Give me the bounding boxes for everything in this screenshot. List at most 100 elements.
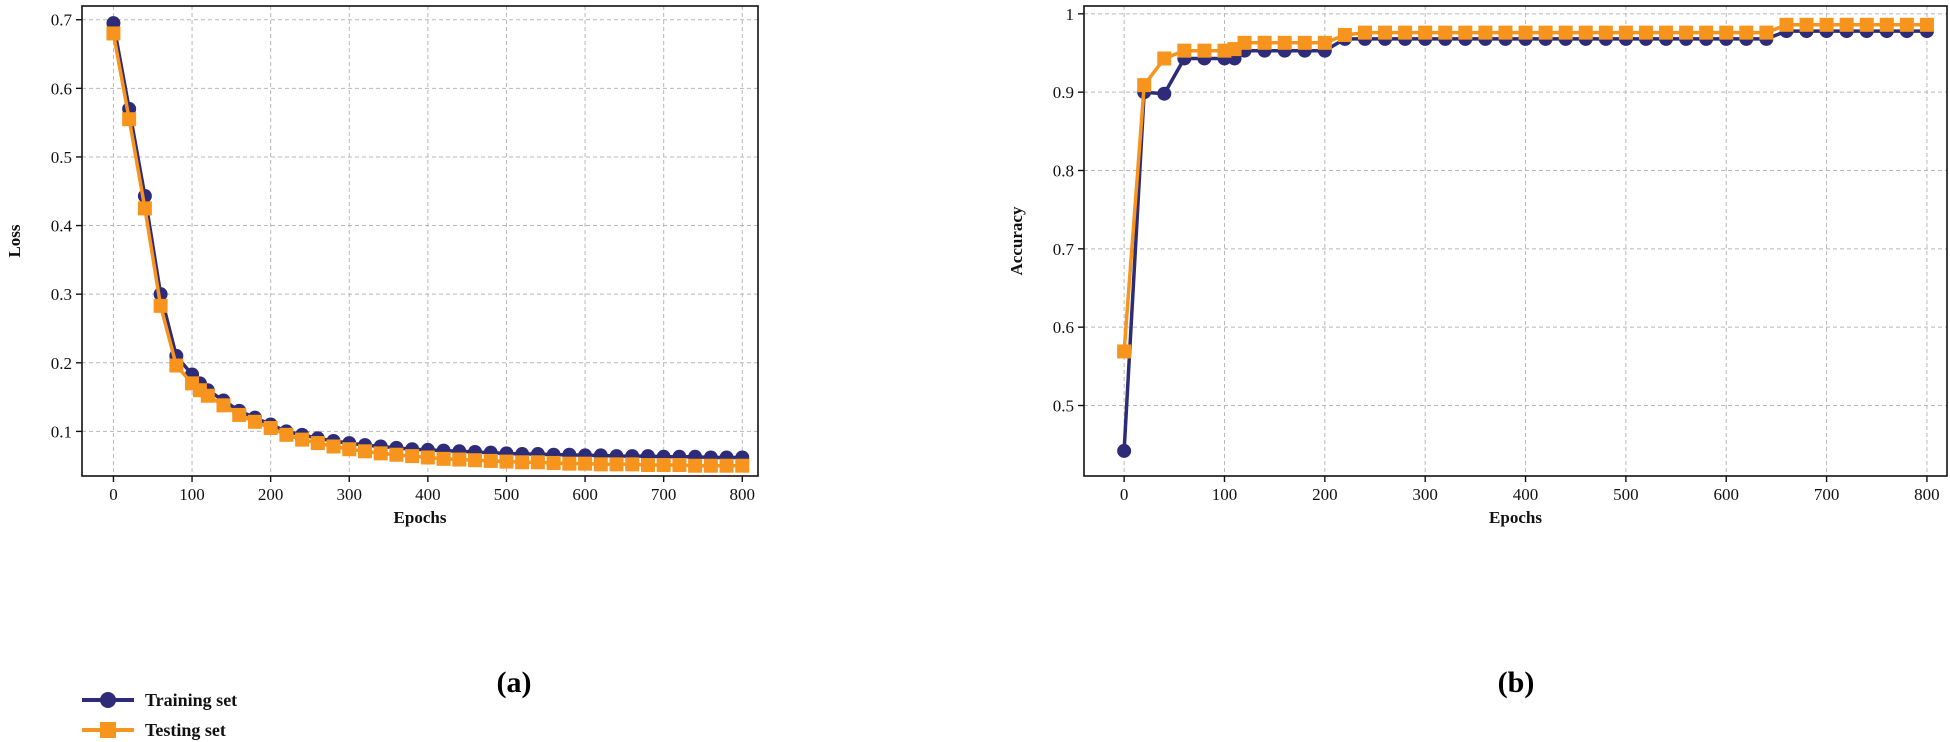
testing-point [106,26,121,41]
testing-point [1498,25,1513,40]
y-tick-label: 1 [1066,5,1075,24]
testing-point [1558,25,1573,40]
testing-point [310,436,325,451]
panel-label-b: (b) [1498,666,1535,699]
legend-testing-label: Testing set [145,720,226,740]
testing-point [609,457,624,472]
testing-point [483,453,498,468]
testing-point [672,458,687,473]
testing-point [468,453,483,468]
plot-frame [1083,5,1948,477]
accuracy-chart-panel: 0 100 200 300 400 500 600 700 800 0.5 0.6 0.7 0.8 0.9… [1007,5,1948,527]
legend-testing-marker [100,722,116,738]
testing-point [1277,35,1292,50]
testing-point [1739,25,1754,40]
testing-point [1458,25,1473,40]
legend-training-label: Training set [145,690,237,710]
x-axis-label: Epochs [394,508,447,527]
x-tick-label: 200 [1312,485,1338,504]
testing-point [1518,25,1533,40]
testing-point [326,439,341,454]
testing-point [216,398,231,413]
testing-point [1679,25,1694,40]
testing-point [1719,25,1734,40]
testing-point [122,112,137,127]
x-tick-label: 100 [179,485,205,504]
training-point [1157,86,1172,101]
testing-point [1759,25,1774,40]
testing-point [1638,25,1653,40]
testing-point [1699,25,1714,40]
x-tick-label: 300 [1412,485,1438,504]
testing-point [1257,35,1272,50]
testing-point [169,358,184,373]
testing-point [1398,25,1413,40]
testing-point [1779,17,1794,32]
testing-point [1197,43,1212,58]
panel-label-a: (a) [497,666,532,699]
legend-entry-testing: Testing set [82,720,226,740]
x-tick-label: 800 [730,485,756,504]
x-tick-label: 700 [651,485,677,504]
testing-point [342,442,357,457]
y-tick-label: 0.9 [1053,83,1074,102]
testing-point [1819,17,1834,32]
testing-point [1598,25,1613,40]
testing-point [263,420,278,435]
testing-point [625,457,640,472]
y-tick-label: 0.7 [1053,240,1075,259]
testing-point [1659,25,1674,40]
legend: Training set Testing set [82,690,237,740]
x-tick-label: 100 [1212,485,1238,504]
testing-point [735,458,750,473]
x-tick-label: 600 [1713,485,1739,504]
testing-point [232,407,247,422]
testing-point [1378,25,1393,40]
x-tick-label: 700 [1814,485,1840,504]
testing-point [1297,35,1312,50]
loss-chart-panel: 0 100 200 300 400 500 600 700 800 0.1 0.2 0.3 0.4 0.5… [5,5,759,527]
testing-point [1418,25,1433,40]
testing-point [562,456,577,471]
x-tick-label: 500 [494,485,520,504]
y-tick-label: 0.2 [51,354,72,373]
testing-point [452,452,467,467]
testing-point [137,201,152,216]
testing-point [1839,17,1854,32]
testing-point [1157,51,1172,66]
testing-point [279,427,294,442]
x-tick-label: 300 [337,485,363,504]
testing-point [200,388,215,403]
testing-point [436,451,451,466]
testing-point [1618,25,1633,40]
testing-point [357,444,372,459]
x-tick-label: 600 [572,485,598,504]
y-tick-label: 0.5 [51,148,72,167]
testing-point [1859,17,1874,32]
y-tick-label: 0.1 [51,422,72,441]
testing-point [546,455,561,470]
x-tick-label: 800 [1914,485,1940,504]
testing-point [1799,17,1814,32]
testing-point [1578,25,1593,40]
x-tick-label: 400 [1513,485,1539,504]
testing-point [405,449,420,464]
y-axis-label: Accuracy [1007,206,1026,275]
x-tick-label: 400 [415,485,441,504]
testing-point [247,414,262,429]
x-axis-label: Epochs [1489,508,1542,527]
legend-training-marker [100,692,116,708]
y-axis-label: Loss [5,224,24,257]
testing-point [530,455,545,470]
testing-point [656,458,671,473]
testing-point [1237,35,1252,50]
x-tick-label: 500 [1613,485,1639,504]
testing-point [389,447,404,462]
testing-point [1538,25,1553,40]
testing-point [593,457,608,472]
testing-point [420,450,435,465]
testing-point [295,432,310,447]
testing-point [1438,25,1453,40]
testing-point [1357,25,1372,40]
